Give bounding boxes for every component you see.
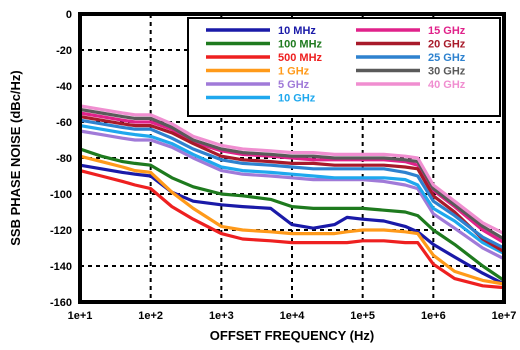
series-line	[78, 129, 506, 261]
series-lines	[78, 104, 506, 290]
y-axis-title: SSB PHASE NOISE (dBc/Hz)	[8, 70, 23, 246]
series-line	[78, 104, 506, 236]
legend-label: 100 MHz	[278, 39, 323, 51]
x-tick-label: 1e+4	[280, 310, 306, 322]
legend-label: 15 GHz	[428, 25, 466, 37]
x-tick-label: 1e+7	[492, 310, 517, 322]
series-line	[78, 147, 506, 282]
y-tick-label: 0	[66, 9, 72, 21]
legend-box	[187, 17, 501, 117]
y-tick-label: -80	[56, 153, 72, 165]
x-tick-label: 1e+1	[68, 310, 93, 322]
legend-label: 20 GHz	[428, 39, 466, 51]
legend-label: 30 GHz	[428, 66, 466, 78]
series-line	[78, 123, 506, 255]
y-tick-label: -40	[56, 81, 72, 93]
legend-label: 10 MHz	[278, 25, 316, 37]
x-tick-label: 1e+2	[138, 310, 163, 322]
legend-label: 5 GHz	[278, 79, 310, 91]
y-tick-label: -140	[50, 261, 72, 273]
legend-label: 500 MHz	[278, 52, 323, 64]
series-line	[78, 163, 506, 286]
legend-label: 10 GHz	[278, 93, 316, 105]
series-line	[78, 169, 506, 290]
x-tick-label: 1e+6	[421, 310, 446, 322]
series-line	[78, 114, 506, 254]
y-tick-label: -160	[50, 297, 72, 309]
legend-label: 25 GHz	[428, 52, 466, 64]
plot-frame	[78, 12, 506, 304]
y-tick-label: -120	[50, 225, 72, 237]
x-axis-title: OFFSET FREQUENCY (Hz)	[210, 328, 374, 343]
y-tick-label: -100	[50, 189, 72, 201]
series-line	[78, 118, 506, 250]
x-tick-label: 1e+5	[350, 310, 375, 322]
legend-label: 40 GHz	[428, 79, 466, 91]
series-line	[78, 154, 506, 286]
y-tick-label: -60	[56, 117, 72, 129]
x-tick-label: 1e+3	[209, 310, 234, 322]
series-line	[78, 107, 506, 241]
y-tick-label: -20	[56, 45, 72, 57]
legend-label: 1 GHz	[278, 66, 310, 78]
